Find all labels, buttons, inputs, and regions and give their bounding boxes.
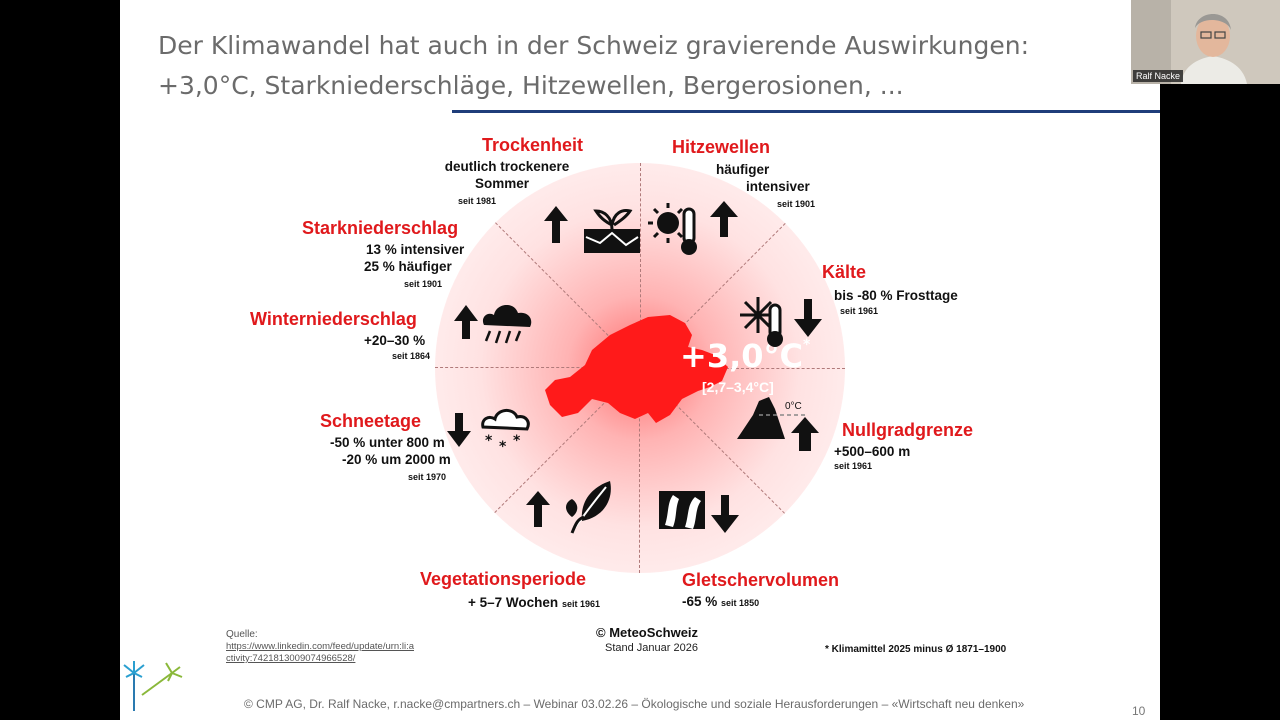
- rain-cloud-icon: [454, 304, 532, 344]
- title-underline: [452, 110, 1160, 113]
- participant-video-icon: [1131, 0, 1280, 84]
- snow-cloud-icon: * * *: [447, 409, 530, 455]
- label-gletschervolumen: Gletschervolumen: [682, 570, 840, 590]
- since-winterniederschlag: seit 1864: [392, 351, 431, 361]
- svg-text:*: *: [485, 433, 493, 449]
- label-nullgradgrenze: Nullgradgrenze: [842, 420, 974, 440]
- source-link[interactable]: https://www.linkedin.com/feed/update/urn…: [226, 641, 414, 664]
- label-hitzewellen: Hitzewellen: [672, 137, 771, 157]
- title-line-1: Der Klimawandel hat auch in der Schweiz …: [158, 31, 1029, 60]
- cold-thermometer-icon: [740, 297, 822, 347]
- text-hitzewellen: häufiger intensiver: [716, 162, 810, 194]
- switzerland-map: [545, 315, 728, 423]
- text-vegetationsperiode: + 5–7 Wochen seit 1961: [468, 595, 600, 610]
- title-line-2: +3,0°C, Starkniederschläge, Hitzewellen,…: [158, 71, 904, 100]
- label-trockenheit: Trockenheit: [482, 135, 584, 155]
- slide-title: Der Klimawandel hat auch in der Schweiz …: [158, 26, 1138, 106]
- heat-thermometer-icon: [648, 201, 738, 255]
- label-starkniederschlag: Starkniederschlag: [302, 218, 459, 238]
- presentation-slide: Der Klimawandel hat auch in der Schweiz …: [120, 0, 1160, 720]
- divider-line: [640, 368, 845, 369]
- stand-date: Stand Januar 2026: [605, 642, 698, 654]
- climate-infographic: +3,0°C* [2,7–3,4°C] Trockenheit deutlich…: [250, 125, 1010, 615]
- meteoschweiz-credit: © MeteoSchweiz: [596, 625, 699, 640]
- drought-icon: [544, 206, 640, 253]
- participant-name-tag: Ralf Nacke: [1133, 70, 1184, 82]
- since-trockenheit: seit 1981: [458, 196, 497, 206]
- zero-degree-text: 0°C: [785, 401, 802, 412]
- text-nullgradgrenze: +500–600 m: [834, 444, 911, 459]
- center-range: [2,7–3,4°C]: [702, 379, 774, 395]
- source-label: Quelle:: [226, 629, 258, 640]
- label-vegetationsperiode: Vegetationsperiode: [420, 569, 587, 589]
- company-logo: [123, 661, 183, 711]
- mountain-zero-line-icon: 0°C: [737, 397, 819, 451]
- label-kaelte: Kälte: [822, 262, 867, 282]
- glacier-icon: [659, 491, 739, 533]
- svg-text:*: *: [499, 439, 507, 455]
- leaf-growth-icon: [526, 481, 611, 534]
- since-starkniederschlag: seit 1901: [404, 279, 443, 289]
- label-winterniederschlag: Winterniederschlag: [250, 309, 417, 329]
- text-starkniederschlag: 13 % intensiver 25 % häufiger: [364, 242, 465, 274]
- svg-text:*: *: [513, 433, 521, 449]
- label-schneetage: Schneetage: [320, 411, 422, 431]
- since-hitzewellen: seit 1901: [777, 199, 816, 209]
- text-kaelte: bis -80 % Frosttage: [834, 288, 958, 303]
- footer-text: © CMP AG, Dr. Ralf Nacke, r.nacke@cmpart…: [244, 697, 1025, 711]
- since-schneetage: seit 1970: [408, 472, 447, 482]
- text-winterniederschlag: +20–30 %: [364, 333, 426, 348]
- since-kaelte: seit 1961: [840, 306, 879, 316]
- text-trockenheit: deutlich trockenere Sommer: [444, 159, 570, 191]
- since-nullgradgrenze: seit 1961: [834, 461, 873, 471]
- page-number: 10: [1132, 704, 1146, 718]
- center-temperature: +3,0°C*: [680, 337, 811, 375]
- climate-footnote: * Klimamittel 2025 minus Ø 1871–1900: [825, 644, 1007, 655]
- text-schneetage: -50 % unter 800 m -20 % um 2000 m: [330, 435, 451, 467]
- webcam-thumbnail[interactable]: Ralf Nacke: [1131, 0, 1280, 84]
- text-gletschervolumen: -65 % seit 1850: [682, 594, 760, 609]
